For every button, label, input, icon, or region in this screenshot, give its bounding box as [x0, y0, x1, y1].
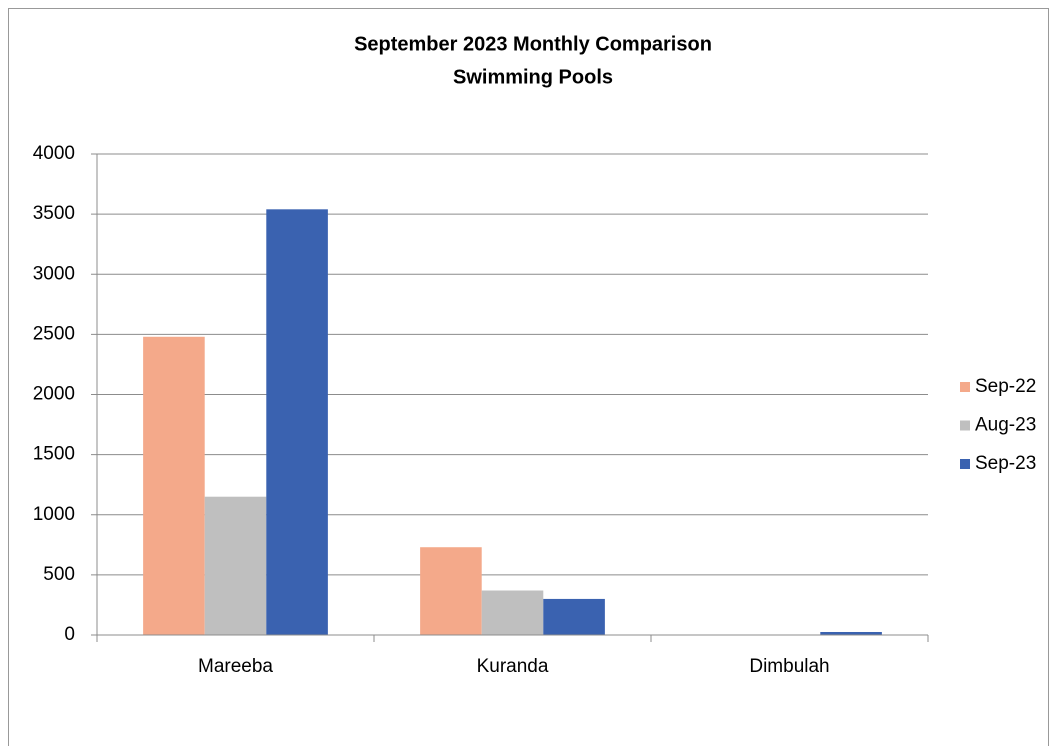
x-tick-label: Kuranda — [477, 656, 549, 677]
bar — [543, 598, 605, 635]
y-tick-label: 500 — [43, 564, 75, 585]
legend-label: Sep-22 — [975, 376, 1036, 397]
y-tick-label: 1500 — [33, 444, 75, 465]
legend-swatch — [960, 459, 970, 469]
legend-label: Sep-23 — [975, 453, 1036, 474]
bar — [266, 209, 328, 635]
chart-subtitle: Swimming Pools — [453, 66, 613, 88]
y-tick-label: 2000 — [33, 384, 75, 405]
y-tick-label: 0 — [64, 624, 75, 645]
x-tick-label: Mareeba — [198, 656, 273, 677]
bar — [420, 547, 482, 635]
y-tick-label: 2500 — [33, 323, 75, 344]
y-tick-label: 1000 — [33, 504, 75, 525]
y-tick-label: 4000 — [33, 143, 75, 164]
y-tick-label: 3500 — [33, 203, 75, 224]
y-tick-label: 3000 — [33, 263, 75, 284]
x-tick-label: Dimbulah — [749, 656, 829, 677]
bar — [204, 496, 267, 635]
bar — [820, 631, 882, 635]
bar — [481, 590, 544, 635]
bar — [143, 336, 205, 635]
legend-swatch — [960, 420, 970, 431]
legend-label: Aug-23 — [975, 415, 1036, 436]
chart-title: September 2023 Monthly Comparison — [354, 33, 712, 55]
legend-swatch — [960, 382, 970, 392]
